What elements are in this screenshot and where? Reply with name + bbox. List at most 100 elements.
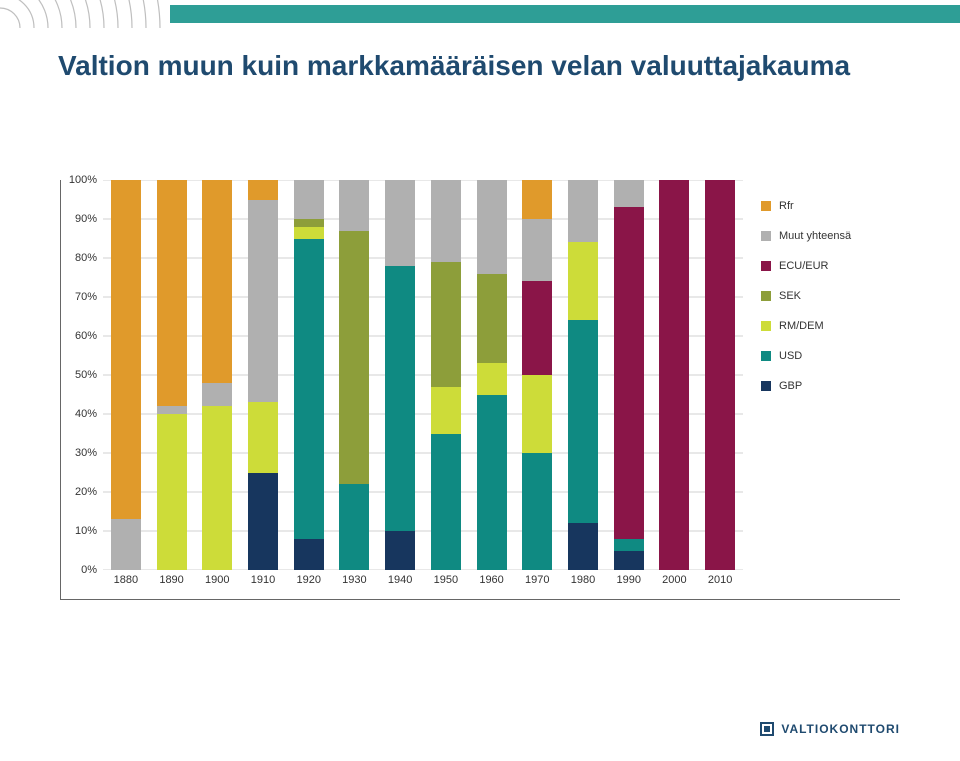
y-tick-label: 30% bbox=[75, 447, 97, 459]
bar-segment bbox=[614, 180, 644, 207]
y-axis-labels: 0%10%20%30%40%50%60%70%80%90%100% bbox=[61, 180, 101, 570]
bar bbox=[385, 180, 415, 570]
bar bbox=[659, 180, 689, 570]
x-tick-label: 1930 bbox=[342, 574, 366, 586]
x-tick-label: 1890 bbox=[159, 574, 183, 586]
bar-segment bbox=[431, 387, 461, 434]
bar bbox=[294, 180, 324, 570]
legend-label: Rfr bbox=[779, 200, 794, 212]
bar-segment bbox=[568, 523, 598, 570]
bar bbox=[111, 180, 141, 570]
bar-segment bbox=[659, 180, 689, 570]
bar-segment bbox=[568, 242, 598, 320]
bar-segment bbox=[614, 207, 644, 539]
legend-label: RM/DEM bbox=[779, 320, 824, 332]
legend-label: USD bbox=[779, 350, 802, 362]
x-tick-label: 1960 bbox=[479, 574, 503, 586]
y-tick-label: 50% bbox=[75, 369, 97, 381]
bar-segment bbox=[157, 406, 187, 414]
bar-segment bbox=[522, 180, 552, 219]
legend-item: SEK bbox=[761, 290, 901, 302]
y-tick-label: 70% bbox=[75, 291, 97, 303]
x-tick-label: 1970 bbox=[525, 574, 549, 586]
logo-text: VALTIOKONTTORI bbox=[781, 722, 900, 736]
bar-segment bbox=[294, 180, 324, 219]
plot-area bbox=[103, 180, 743, 570]
bar-segment bbox=[111, 519, 141, 570]
legend-swatch bbox=[761, 381, 771, 391]
page-title: Valtion muun kuin markkamääräisen velan … bbox=[58, 48, 850, 83]
bar bbox=[522, 180, 552, 570]
bar-segment bbox=[294, 239, 324, 539]
bar bbox=[248, 180, 278, 570]
bar bbox=[431, 180, 461, 570]
bars-group bbox=[103, 180, 743, 570]
bar-segment bbox=[431, 262, 461, 387]
legend-item: Rfr bbox=[761, 200, 901, 212]
logo-mark bbox=[759, 721, 775, 737]
bar-segment bbox=[522, 219, 552, 281]
bar bbox=[705, 180, 735, 570]
bar-segment bbox=[385, 531, 415, 570]
bar-segment bbox=[202, 180, 232, 383]
x-tick-label: 1950 bbox=[434, 574, 458, 586]
bar bbox=[614, 180, 644, 570]
bar-segment bbox=[339, 231, 369, 485]
bar-segment bbox=[614, 539, 644, 551]
legend-label: SEK bbox=[779, 290, 801, 302]
bar-segment bbox=[568, 320, 598, 523]
bar-segment bbox=[202, 383, 232, 406]
x-tick-label: 2000 bbox=[662, 574, 686, 586]
legend-item: GBP bbox=[761, 380, 901, 392]
bar-segment bbox=[385, 180, 415, 266]
bar-segment bbox=[157, 414, 187, 570]
legend-swatch bbox=[761, 201, 771, 211]
bar-segment bbox=[522, 453, 552, 570]
bar bbox=[339, 180, 369, 570]
bar-segment bbox=[294, 539, 324, 570]
legend-swatch bbox=[761, 261, 771, 271]
bar bbox=[157, 180, 187, 570]
arc-pattern bbox=[0, 0, 170, 28]
bar-segment bbox=[339, 180, 369, 231]
bar-segment bbox=[294, 227, 324, 239]
bar-segment bbox=[248, 473, 278, 571]
legend-item: Muut yhteensä bbox=[761, 230, 901, 242]
bar-segment bbox=[202, 406, 232, 570]
x-tick-label: 1920 bbox=[296, 574, 320, 586]
bar-segment bbox=[522, 375, 552, 453]
legend-swatch bbox=[761, 321, 771, 331]
y-tick-label: 0% bbox=[81, 564, 97, 576]
bar-segment bbox=[157, 180, 187, 406]
legend-item: ECU/EUR bbox=[761, 260, 901, 272]
legend-label: GBP bbox=[779, 380, 802, 392]
y-tick-label: 100% bbox=[69, 174, 97, 186]
bar-segment bbox=[248, 200, 278, 403]
x-tick-label: 1980 bbox=[571, 574, 595, 586]
y-tick-label: 10% bbox=[75, 525, 97, 537]
x-tick-label: 1900 bbox=[205, 574, 229, 586]
bar bbox=[202, 180, 232, 570]
x-tick-label: 1990 bbox=[616, 574, 640, 586]
bar-segment bbox=[431, 434, 461, 571]
bar-segment bbox=[339, 484, 369, 570]
bar-segment bbox=[477, 363, 507, 394]
bar-segment bbox=[522, 281, 552, 375]
bar bbox=[568, 180, 598, 570]
x-tick-label: 1940 bbox=[388, 574, 412, 586]
bar bbox=[477, 180, 507, 570]
y-tick-label: 60% bbox=[75, 330, 97, 342]
y-tick-label: 20% bbox=[75, 486, 97, 498]
legend-label: Muut yhteensä bbox=[779, 230, 851, 242]
y-tick-label: 40% bbox=[75, 408, 97, 420]
bar-segment bbox=[705, 180, 735, 570]
top-stripe bbox=[170, 5, 960, 23]
x-axis-labels: 1880189019001910192019301940195019601970… bbox=[103, 574, 743, 594]
bar-segment bbox=[431, 180, 461, 262]
bar-segment bbox=[248, 402, 278, 472]
decorative-top-band bbox=[0, 0, 960, 28]
legend-item: USD bbox=[761, 350, 901, 362]
bar-segment bbox=[477, 274, 507, 364]
legend-item: RM/DEM bbox=[761, 320, 901, 332]
bar-segment bbox=[111, 180, 141, 519]
